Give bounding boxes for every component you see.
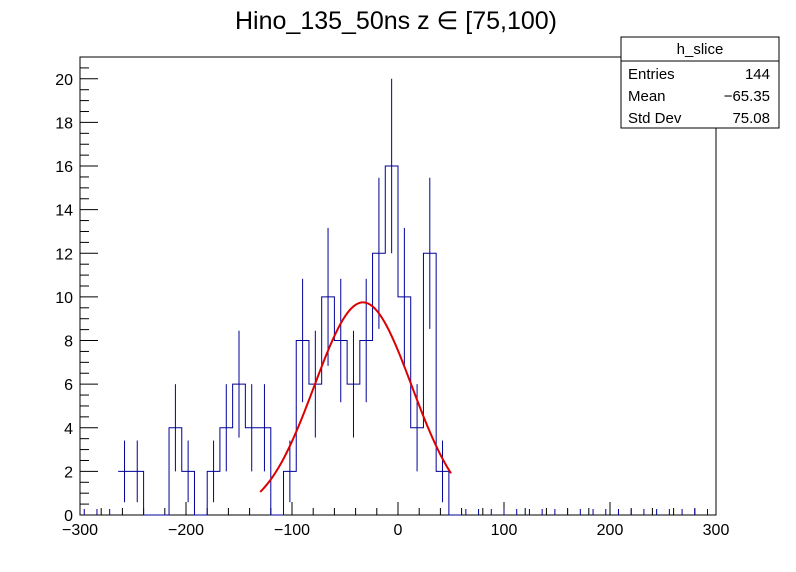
x-tick-label: 300 [703, 522, 730, 539]
histogram-outline [118, 165, 462, 516]
y-tick-label: 16 [55, 159, 73, 176]
y-tick-label: 20 [55, 72, 73, 89]
gaussian-fit-curve [259, 301, 452, 493]
plot-area: −300 −200 −100 0 100 200 300 0 2 4 6 8 10 12 14 16 18 20 [55, 56, 730, 539]
y-tick-label: 8 [64, 334, 73, 351]
stats-row-label: Std Dev [628, 110, 682, 127]
stats-row-value: 144 [745, 66, 770, 83]
y-tick-label: 10 [55, 290, 73, 307]
y-tick-label: 18 [55, 115, 73, 132]
y-tick-label: 4 [64, 421, 73, 438]
x-tick-label: −300 [62, 522, 98, 539]
y-tick-label: 6 [64, 377, 73, 394]
x-tick-label: 200 [597, 522, 624, 539]
y-tick-label: 12 [55, 246, 73, 263]
y-tick-label: 0 [64, 508, 73, 525]
stats-row-label: Entries [628, 66, 675, 83]
stats-box-frame [620, 36, 780, 129]
stats-row-label: Mean [628, 88, 666, 105]
y-tick-label: 14 [55, 203, 73, 220]
x-tick-label: −100 [274, 522, 310, 539]
stats-row-value: −65.35 [724, 88, 770, 105]
chart-title: Hino_135_50ns z ∈ [75,100) [235, 7, 557, 35]
x-tick-label: −200 [168, 522, 204, 539]
x-tick-label: 0 [394, 522, 403, 539]
stats-box-title: h_slice [677, 41, 724, 58]
stats-row-value: 75.08 [732, 110, 770, 127]
y-tick-label: 2 [64, 464, 73, 481]
x-tick-label: 100 [491, 522, 518, 539]
